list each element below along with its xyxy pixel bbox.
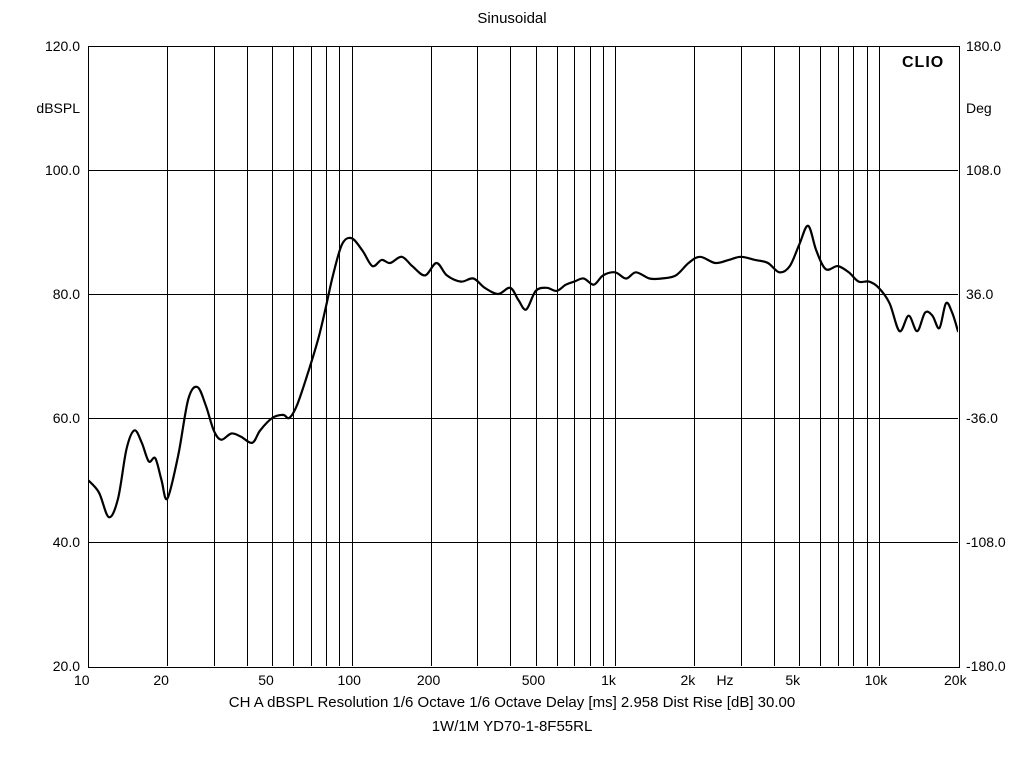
spl-curve [0,0,1024,768]
chart-container: { "chart": { "type": "line", "title": "S… [0,0,1024,768]
